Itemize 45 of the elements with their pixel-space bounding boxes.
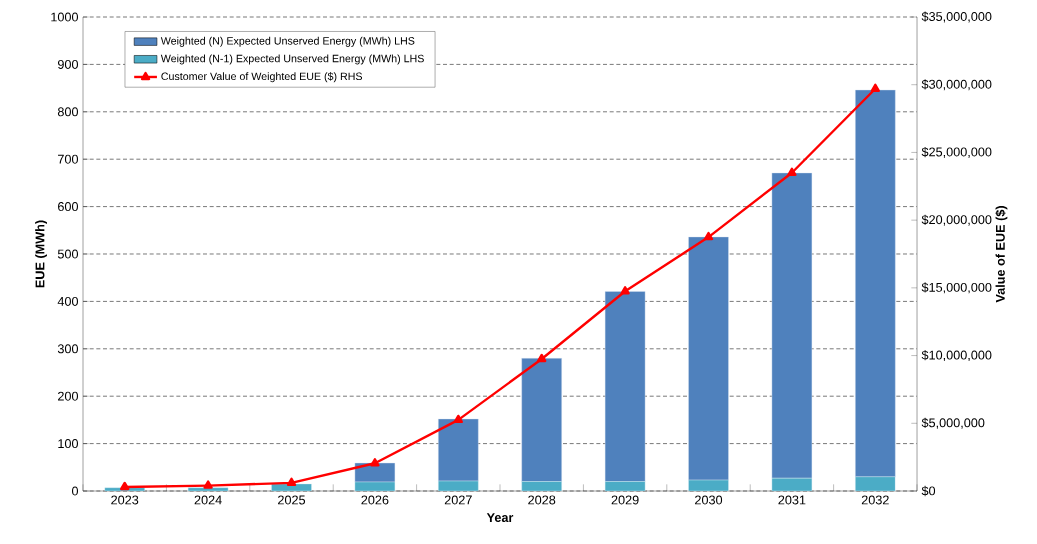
y2-tick-label: $20,000,000 — [921, 214, 992, 226]
y-tick-label: 200 — [58, 391, 79, 401]
point — [370, 458, 380, 467]
point — [537, 353, 547, 363]
y2-axis-title: Value of EUE ($) — [995, 206, 1008, 303]
y2-tick-label: $30,000,000 — [921, 79, 992, 91]
x-tick-label: 2028 — [528, 495, 556, 505]
point — [703, 231, 714, 241]
y-axis-title: EUE (MWh) — [35, 220, 47, 288]
y2-tick-label: $0 — [921, 485, 936, 497]
x-tick-label: 2031 — [778, 495, 806, 505]
y-tick-label: 900 — [57, 59, 79, 69]
legend-label: Customer Value of Weighted EUE ($) RHS — [161, 72, 363, 83]
y2-tick-label: $10,000,000 — [921, 350, 992, 362]
x-tick-label: 2030 — [695, 495, 723, 505]
point — [453, 414, 463, 424]
x-tick-label: 2024 — [194, 495, 222, 505]
x-tick-label: 2029 — [611, 495, 639, 505]
y-tick-label: 500 — [57, 249, 79, 259]
x-tick-label: 2025 — [278, 495, 306, 505]
y2-tick-label: $35,000,000 — [921, 11, 992, 23]
y-tick-label: 700 — [58, 154, 79, 164]
point — [120, 481, 130, 491]
y2-tick-label: $25,000,000 — [921, 146, 992, 158]
y-tick-label: 1000 — [51, 12, 79, 22]
legend-label: Weighted (N-1) Expected Unserved Energy (MWh) LHS — [160, 54, 424, 65]
y2-tick-label: $15,000,000 — [921, 282, 992, 294]
x-tick-label: 2026 — [361, 495, 389, 505]
legend-label: Weighted (N) Expected Unserved Energy (MWh) LHS — [160, 36, 415, 47]
y-tick-label: 0 — [71, 486, 79, 496]
x-tick-label: 2027 — [444, 495, 472, 505]
x-tick-label: 2032 — [861, 495, 889, 505]
point — [286, 477, 297, 487]
point — [870, 83, 880, 92]
x-tick-label: 2023 — [111, 495, 139, 505]
y2-tick-label: $5,000,000 — [921, 417, 985, 429]
point — [620, 286, 630, 295]
point — [787, 167, 797, 176]
point — [203, 480, 213, 489]
y-tick-label: 300 — [57, 344, 79, 354]
y-tick-label: 100 — [58, 439, 79, 449]
y-tick-label: 600 — [58, 202, 79, 212]
y-tick-label: 800 — [57, 107, 79, 117]
x-axis-title: Year — [486, 513, 514, 523]
y-tick-label: 400 — [57, 296, 79, 306]
